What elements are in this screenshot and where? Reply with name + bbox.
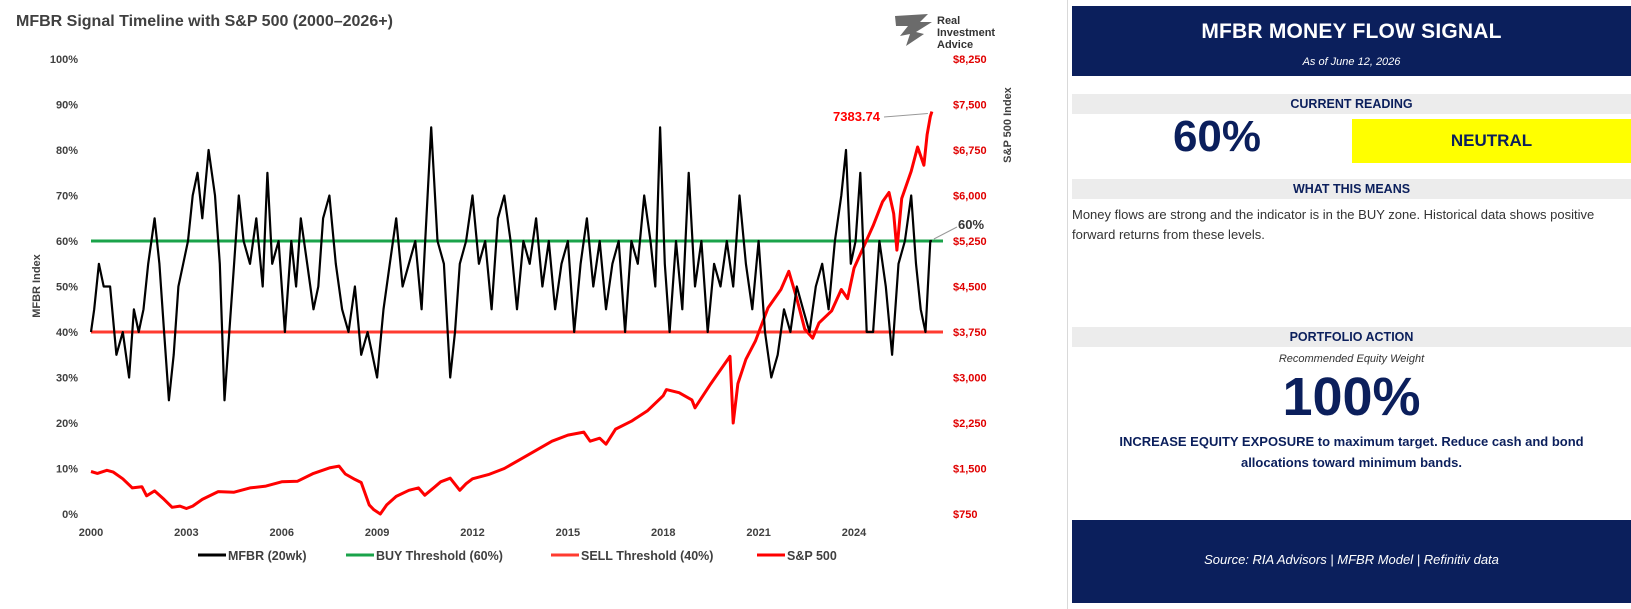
y-tick-label: 90% (56, 100, 78, 112)
x-tick-label: 2021 (746, 527, 770, 539)
y2-tick-label: $7,500 (953, 100, 987, 112)
y2-tick-label: $5,250 (953, 236, 987, 248)
chart-svg: MFBR Signal Timeline with S&P 500 (2000–… (16, 13, 1014, 563)
y-tick-label: 100% (50, 54, 78, 66)
mfbr-line (89, 126, 932, 402)
recommended-weight-label: Recommended Equity Weight (1278, 353, 1425, 365)
legend-label: S&P 500 (787, 549, 837, 563)
status-badge: NEUTRAL (1352, 119, 1631, 163)
y2-tick-label: $4,500 (953, 282, 987, 294)
equity-weight-value: 100% (1282, 367, 1421, 427)
y-tick-label: 40% (56, 327, 78, 339)
logo-eagle-icon-shape (895, 14, 932, 46)
panel-footer: Source: RIA Advisors | MFBR Model | Refi… (1072, 520, 1631, 603)
legend-label: MFBR (20wk) (228, 549, 306, 563)
y2-tick-label: $6,000 (953, 191, 987, 203)
current-reading-value: 60% (1172, 112, 1262, 161)
x-tick-label: 2000 (79, 527, 103, 539)
x-tick-label: 2015 (556, 527, 580, 539)
y-tick-label: 30% (56, 373, 78, 385)
current-reading-label: CURRENT READING (1072, 94, 1631, 114)
source-text: Source: RIA Advisors | MFBR Model | Refi… (1204, 552, 1499, 567)
logo-text-line1: Real (937, 15, 960, 27)
legend-label: BUY Threshold (60%) (376, 549, 503, 563)
portfolio-action-label: PORTFOLIO ACTION (1072, 327, 1631, 347)
legend-label: SELL Threshold (40%) (581, 549, 713, 563)
action-text: INCREASE EQUITY EXPOSURE to maximum targ… (1119, 434, 1584, 470)
y-tick-label: 80% (56, 145, 78, 157)
as-of-date: As of June 12, 2026 (1302, 56, 1401, 68)
y2-tick-label: $6,750 (953, 145, 987, 157)
y2-tick-label: $3,750 (953, 327, 987, 339)
sp500-last-value-label: 7383.74 (833, 109, 881, 124)
x-tick-label: 2006 (270, 527, 294, 539)
y2-tick-label: $3,000 (953, 373, 987, 385)
mfbr-last-value-label: 60% (958, 217, 984, 232)
meaning-text: Money flows are strong and the indicator… (1072, 207, 1595, 242)
panel-header: MFBR MONEY FLOW SIGNAL As of June 12, 20… (1072, 6, 1631, 76)
sp500-annotation-leader (883, 113, 928, 118)
y2-axis-title: S&P 500 Index (1002, 86, 1014, 162)
x-tick-label: 2024 (842, 527, 867, 539)
sp500-line (90, 111, 934, 516)
y-tick-label: 10% (56, 464, 78, 476)
x-tick-label: 2009 (365, 527, 389, 539)
chart-panel: MFBR Signal Timeline with S&P 500 (2000–… (16, 0, 1068, 609)
y2-tick-label: $750 (953, 509, 977, 521)
y-tick-label: 50% (56, 282, 78, 294)
y2-tick-label: $1,500 (953, 464, 987, 476)
y-tick-label: 70% (56, 191, 78, 203)
y2-tick-label: $2,250 (953, 418, 987, 430)
logo-eagle-icon (895, 14, 932, 46)
mfbr-annotation-leader (933, 226, 958, 240)
y-tick-label: 20% (56, 418, 78, 430)
y2-tick-label: $8,250 (953, 54, 987, 66)
signal-panel: MFBR MONEY FLOW SIGNAL As of June 12, 20… (1072, 6, 1631, 603)
panel-title: MFBR MONEY FLOW SIGNAL (1201, 20, 1502, 43)
y-tick-label: 60% (56, 236, 78, 248)
meaning-label: WHAT THIS MEANS (1072, 179, 1631, 199)
x-tick-label: 2018 (651, 527, 675, 539)
logo-text-line2: Investment (937, 27, 995, 39)
chart-title: MFBR Signal Timeline with S&P 500 (2000–… (16, 13, 393, 30)
x-tick-label: 2012 (460, 527, 484, 539)
y-axis-title: MFBR Index (31, 253, 43, 317)
logo-text-line3: Advice (937, 39, 973, 51)
x-tick-label: 2003 (174, 527, 198, 539)
y-tick-label: 0% (62, 509, 78, 521)
